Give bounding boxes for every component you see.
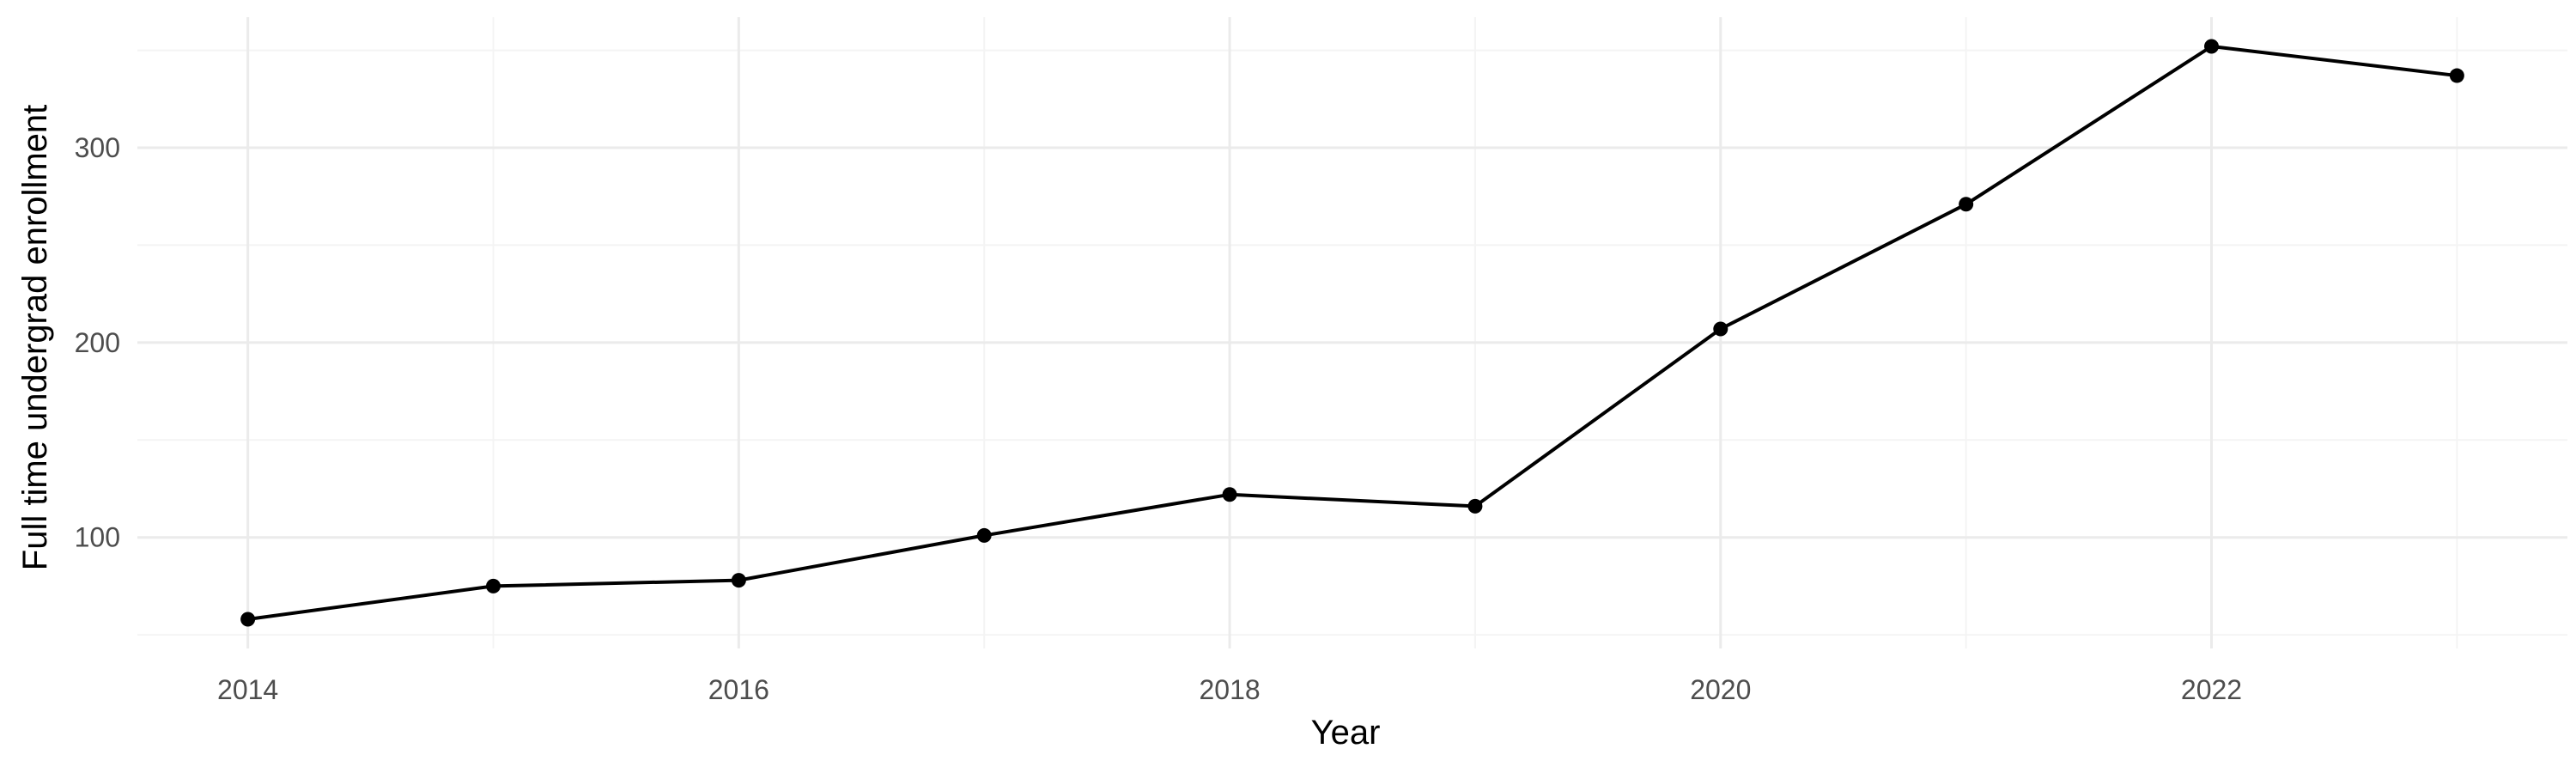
series-line	[247, 45, 2458, 621]
data-point	[1713, 321, 1728, 337]
major-gridlines	[137, 17, 2567, 648]
x-tick-label: 2022	[2181, 674, 2242, 705]
data-point	[2204, 39, 2220, 54]
x-tick-label: 2014	[217, 674, 278, 705]
data-point	[976, 527, 992, 543]
y-axis-label: Full time undergrad enrollment	[16, 105, 54, 570]
x-axis-label: Year	[1311, 714, 1381, 752]
data-point	[1959, 197, 1974, 212]
y-tick-label: 200	[75, 327, 120, 358]
data-point	[240, 612, 256, 627]
y-tick-label: 100	[75, 522, 120, 553]
data-point	[2449, 68, 2464, 83]
data-point	[1467, 498, 1483, 514]
x-tick-label: 2020	[1690, 674, 1751, 705]
data-point	[485, 578, 501, 593]
data-point	[1222, 487, 1237, 502]
minor-gridlines	[137, 17, 2567, 648]
series-layer	[240, 39, 2464, 627]
x-tick-label: 2018	[1199, 674, 1260, 705]
data-point	[731, 573, 746, 588]
tick-labels: 2014 2016 2018 2020 2022 100 200 300	[75, 132, 2242, 705]
y-tick-label: 300	[75, 132, 120, 163]
x-tick-label: 2016	[708, 674, 769, 705]
